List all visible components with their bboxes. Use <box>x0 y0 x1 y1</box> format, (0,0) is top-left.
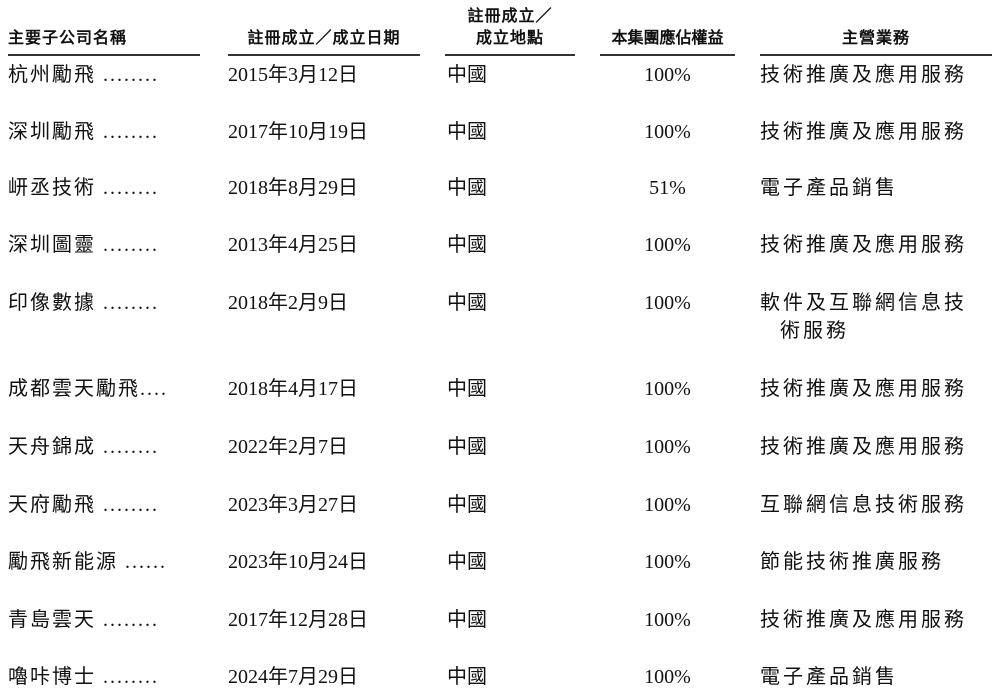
business: 互聯網信息技術服務 <box>760 491 992 519</box>
equity: 100% <box>644 234 691 256</box>
business-line1: 電子產品銷售 <box>760 177 898 199</box>
established-date: 2017年10月19日 <box>228 121 368 143</box>
equity: 100% <box>644 494 691 516</box>
place: 中國 <box>447 177 487 199</box>
place: 中國 <box>447 121 487 143</box>
equity: 100% <box>644 292 691 314</box>
place: 中國 <box>447 378 487 400</box>
equity: 100% <box>644 551 691 573</box>
company-name: 青島雲天 ........ <box>8 609 159 631</box>
business: 技術推廣及應用服務 <box>760 433 992 461</box>
place: 中國 <box>447 64 487 86</box>
business-line1: 互聯網信息技術服務 <box>760 494 967 516</box>
business-line1: 技術推廣及應用服務 <box>760 436 967 458</box>
place: 中國 <box>447 666 487 688</box>
established-date: 2024年7月29日 <box>228 666 358 688</box>
equity: 100% <box>644 436 691 458</box>
business-line1: 技術推廣及應用服務 <box>760 64 967 86</box>
company-name: 天舟錦成 ........ <box>8 436 159 458</box>
place: 中國 <box>447 292 487 314</box>
equity: 100% <box>644 666 691 688</box>
company-name: 嚕咔博士 ........ <box>8 666 159 688</box>
header-place-line1: 註冊成立／ <box>467 8 553 25</box>
equity: 100% <box>644 609 691 631</box>
header-equity: 本集團應佔權益 <box>600 28 735 56</box>
company-name: 杭州勵飛 ........ <box>8 64 159 86</box>
established-date: 2022年2月7日 <box>228 436 348 458</box>
business-line1: 技術推廣及應用服務 <box>760 378 967 400</box>
established-date: 2018年8月29日 <box>228 177 358 199</box>
business: 電子產品銷售 <box>760 663 992 691</box>
company-name: 天府勵飛 ........ <box>8 494 159 516</box>
business-line2: 術服務 <box>780 320 849 342</box>
business-line1: 技術推廣及應用服務 <box>760 121 967 143</box>
business-line1: 技術推廣及應用服務 <box>760 609 967 631</box>
business: 技術推廣及應用服務 <box>760 231 992 259</box>
equity: 100% <box>644 121 691 143</box>
header-place: 註冊成立／ 成立地點 <box>445 6 575 56</box>
business: 技術推廣及應用服務 <box>760 606 992 634</box>
header-business: 主營業務 <box>760 28 992 56</box>
established-date: 2018年4月17日 <box>228 378 358 400</box>
header-place-line2: 成立地點 <box>475 30 544 47</box>
business-line1: 技術推廣及應用服務 <box>760 234 967 256</box>
header-date: 註冊成立／成立日期 <box>228 28 420 56</box>
business-line1: 電子產品銷售 <box>760 666 898 688</box>
business: 技術推廣及應用服務 <box>760 375 992 403</box>
company-name: 成都雲天勵飛.... <box>8 378 168 400</box>
equity: 100% <box>644 64 691 86</box>
established-date: 2023年10月24日 <box>228 551 368 573</box>
place: 中國 <box>447 609 487 631</box>
established-date: 2023年3月27日 <box>228 494 358 516</box>
business-line1: 節能技術推廣服務 <box>760 551 944 573</box>
header-name: 主要子公司名稱 <box>8 28 200 56</box>
established-date: 2018年2月9日 <box>228 292 348 314</box>
equity: 51% <box>649 177 686 199</box>
company-name: 印像數據 ........ <box>8 292 159 314</box>
company-name: 深圳圖靈 ........ <box>8 234 159 256</box>
business: 軟件及互聯網信息技術服務 <box>760 289 992 345</box>
equity: 100% <box>644 378 691 400</box>
business: 節能技術推廣服務 <box>760 548 992 576</box>
place: 中國 <box>447 436 487 458</box>
table-header: 主要子公司名稱 註冊成立／成立日期 註冊成立／ 成立地點 本集團應佔權益 主營業務 <box>0 0 1000 56</box>
established-date: 2013年4月25日 <box>228 234 358 256</box>
business: 技術推廣及應用服務 <box>760 61 992 89</box>
place: 中國 <box>447 551 487 573</box>
business: 電子產品銷售 <box>760 174 992 202</box>
company-name: 深圳勵飛 ........ <box>8 121 159 143</box>
business-line1: 軟件及互聯網信息技 <box>760 292 967 314</box>
place: 中國 <box>447 234 487 256</box>
company-name: 岍丞技術 ........ <box>8 177 159 199</box>
established-date: 2015年3月12日 <box>228 64 358 86</box>
company-name: 勵飛新能源 ...... <box>8 551 167 573</box>
established-date: 2017年12月28日 <box>228 609 368 631</box>
business: 技術推廣及應用服務 <box>760 118 992 146</box>
place: 中國 <box>447 494 487 516</box>
